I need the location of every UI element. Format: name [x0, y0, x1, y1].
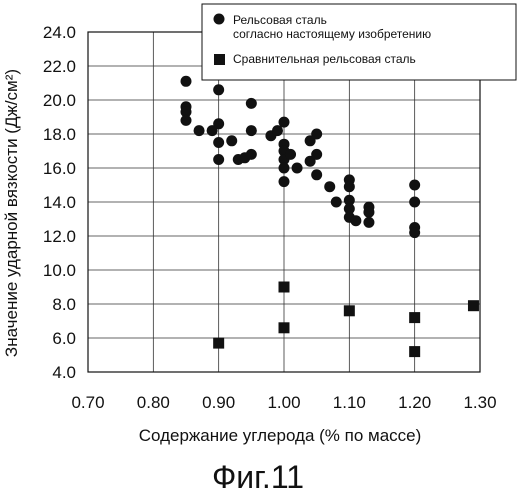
- x-tick-label: 1.30: [463, 393, 496, 412]
- data-point-circle: [213, 154, 224, 165]
- data-point-square: [344, 305, 355, 316]
- x-axis-label: Содержание углерода (% по массе): [139, 426, 422, 445]
- data-point-circle: [311, 149, 322, 160]
- data-point-circle: [409, 227, 420, 238]
- data-point-circle: [350, 215, 361, 226]
- data-point-square: [468, 300, 479, 311]
- data-point-circle: [311, 129, 322, 140]
- legend-label-series-2: Сравнительная рельсовая сталь: [233, 52, 416, 66]
- y-tick-label: 24.0: [43, 23, 76, 42]
- data-point-circle: [409, 197, 420, 208]
- legend-circle-marker: [214, 14, 225, 25]
- data-point-circle: [246, 149, 257, 160]
- y-tick-label: 20.0: [43, 91, 76, 110]
- data-point-square: [409, 312, 420, 323]
- y-tick-label: 18.0: [43, 125, 76, 144]
- y-tick-label: 10.0: [43, 261, 76, 280]
- y-tick-labels: 4.0 6.0 8.0 10.0 12.0 14.0 16.0 18.0 20.0 22.0 24.…: [43, 23, 76, 382]
- y-tick-label: 6.0: [52, 329, 76, 348]
- data-point-square: [409, 346, 420, 357]
- data-point-square: [279, 282, 290, 293]
- data-point-circle: [246, 98, 257, 109]
- data-point-circle: [213, 84, 224, 95]
- data-point-circle: [311, 169, 322, 180]
- legend-label-series-1-line-1: Рельсовая сталь: [233, 13, 327, 27]
- data-point-circle: [409, 180, 420, 191]
- data-point-circle: [292, 163, 303, 174]
- y-tick-label: 16.0: [43, 159, 76, 178]
- legend-label-series-1-line-2: согласно настоящему изобретению: [233, 27, 431, 41]
- y-tick-label: 8.0: [52, 295, 76, 314]
- x-tick-label: 0.80: [137, 393, 170, 412]
- x-tick-label: 1.20: [398, 393, 431, 412]
- data-point-circle: [213, 137, 224, 148]
- data-point-circle: [363, 207, 374, 218]
- data-point-circle: [344, 181, 355, 192]
- data-point-circle: [181, 76, 192, 87]
- data-points: [181, 76, 479, 357]
- y-axis-label: Значение ударной вязкости (Дж/см²): [2, 69, 21, 357]
- x-tick-label: 0.90: [202, 393, 235, 412]
- data-point-circle: [331, 197, 342, 208]
- x-tick-label: 1.10: [333, 393, 366, 412]
- x-tick-label: 1.00: [267, 393, 300, 412]
- data-point-square: [279, 322, 290, 333]
- y-tick-label: 14.0: [43, 193, 76, 212]
- data-point-circle: [363, 217, 374, 228]
- data-point-circle: [279, 176, 290, 187]
- data-point-circle: [194, 125, 205, 136]
- legend: Рельсовая сталь согласно настоящему изоб…: [202, 4, 516, 80]
- data-point-circle: [285, 149, 296, 160]
- grid-lines: [88, 32, 480, 372]
- y-tick-label: 22.0: [43, 57, 76, 76]
- data-point-circle: [279, 163, 290, 174]
- data-point-square: [213, 338, 224, 349]
- y-tick-label: 4.0: [52, 363, 76, 382]
- data-point-circle: [226, 135, 237, 146]
- data-point-circle: [181, 115, 192, 126]
- legend-square-marker: [214, 54, 225, 65]
- y-tick-label: 12.0: [43, 227, 76, 246]
- data-point-circle: [246, 125, 257, 136]
- x-tick-label: 0.70: [71, 393, 104, 412]
- data-point-circle: [279, 117, 290, 128]
- data-point-circle: [213, 118, 224, 129]
- data-point-circle: [324, 181, 335, 192]
- figure-caption: Фиг.11: [212, 459, 304, 495]
- x-tick-labels: 0.70 0.80 0.90 1.00 1.10 1.20 1.30: [71, 393, 496, 412]
